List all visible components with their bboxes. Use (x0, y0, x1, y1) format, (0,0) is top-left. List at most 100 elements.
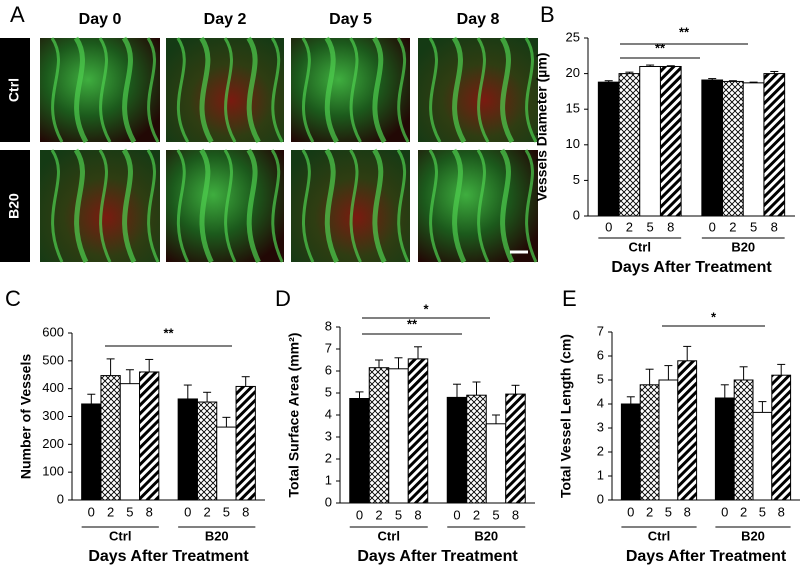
vessel (246, 148, 261, 264)
series-label: 5 (492, 507, 499, 522)
bar (235, 385, 256, 501)
y-tick-label: 5 (597, 371, 604, 386)
y-tick-label: 7 (597, 323, 604, 338)
y-tick-label: 400 (42, 380, 64, 395)
x-axis-label: Days After Treatment (357, 548, 518, 565)
bar (119, 383, 141, 501)
y-tick-label: 0 (57, 491, 64, 506)
vessel (372, 36, 387, 144)
series-label: 8 (667, 219, 674, 234)
microscopy-image (40, 38, 160, 142)
vessel (499, 148, 515, 264)
vessel (121, 36, 137, 144)
series-label: 2 (203, 504, 210, 519)
row-label: Ctrl (6, 78, 22, 102)
series-label: 0 (721, 504, 728, 519)
bar (81, 403, 102, 501)
significance-label: * (423, 301, 429, 316)
vessel (199, 148, 214, 264)
vessel (146, 149, 160, 263)
y-tick-label: 10 (566, 136, 580, 151)
series-label: 2 (729, 219, 736, 234)
series-label: 5 (665, 504, 672, 519)
series-label: 8 (414, 507, 421, 522)
series-label: 8 (778, 504, 785, 519)
bar (139, 371, 160, 501)
series-label: 5 (750, 219, 757, 234)
row-label-box (0, 38, 30, 142)
microscopy-image (291, 38, 410, 142)
x-axis-label: Days After Treatment (626, 548, 787, 565)
significance-label: * (711, 309, 717, 324)
y-tick-label: 25 (566, 29, 580, 44)
vessel (301, 149, 315, 263)
bar (639, 384, 660, 501)
bar (639, 65, 661, 217)
microscopy-image (418, 38, 538, 142)
vessel (396, 37, 410, 143)
bar (701, 79, 724, 217)
vessel (98, 37, 112, 143)
vessel (451, 36, 467, 144)
bar (618, 73, 641, 217)
bar (597, 81, 620, 217)
bar (388, 368, 409, 504)
group-label: Ctrl (648, 528, 670, 543)
series-label: 5 (223, 504, 230, 519)
bar (742, 82, 765, 217)
microscopy-image (166, 38, 284, 142)
panel-label: E (562, 286, 577, 311)
bar (485, 423, 507, 504)
bar (349, 398, 370, 504)
y-tick-label: 5 (325, 384, 332, 399)
significance-label: ** (407, 316, 418, 331)
vessel (524, 149, 538, 263)
group-label: Ctrl (629, 239, 651, 254)
vessel (246, 36, 261, 144)
bar (177, 398, 198, 501)
bar (752, 411, 773, 501)
microscopy-image (418, 150, 538, 262)
series-label: 2 (473, 507, 480, 522)
significance-label: ** (679, 24, 690, 39)
series-label: 8 (146, 504, 153, 519)
vessel (476, 149, 490, 263)
vessel (50, 149, 64, 263)
group-label: Ctrl (109, 528, 131, 543)
vessel (121, 148, 137, 264)
bar (714, 397, 735, 501)
vessel (223, 149, 237, 263)
vessel (199, 36, 214, 144)
series-label: 5 (126, 504, 133, 519)
series-label: 5 (395, 507, 402, 522)
bar (659, 65, 682, 217)
series-label: 0 (453, 507, 460, 522)
group-label: B20 (474, 528, 498, 543)
x-axis-label: Days After Treatment (611, 259, 772, 276)
y-tick-label: 3 (597, 419, 604, 434)
series-label: 2 (626, 219, 633, 234)
y-tick-label: 4 (597, 395, 604, 410)
vessel (270, 149, 284, 263)
group-label: B20 (731, 239, 755, 254)
vessel (176, 149, 190, 263)
significance-label: ** (655, 40, 666, 55)
y-tick-label: 3 (325, 428, 332, 443)
bar (466, 394, 487, 504)
group-label: Ctrl (378, 528, 400, 543)
y-tick-label: 8 (325, 318, 332, 333)
y-tick-label: 6 (597, 347, 604, 362)
series-label: 8 (684, 504, 691, 519)
vessel (50, 37, 64, 143)
y-tick-label: 0 (573, 207, 580, 222)
y-axis-label: Total Surface Area (mm²) (286, 333, 302, 498)
y-tick-label: 0 (325, 494, 332, 509)
vessel (73, 148, 89, 264)
bar (658, 379, 679, 501)
y-tick-label: 0 (597, 491, 604, 506)
vessel (146, 37, 160, 143)
series-label: 8 (771, 219, 778, 234)
bar (368, 367, 390, 504)
bar (505, 393, 526, 504)
